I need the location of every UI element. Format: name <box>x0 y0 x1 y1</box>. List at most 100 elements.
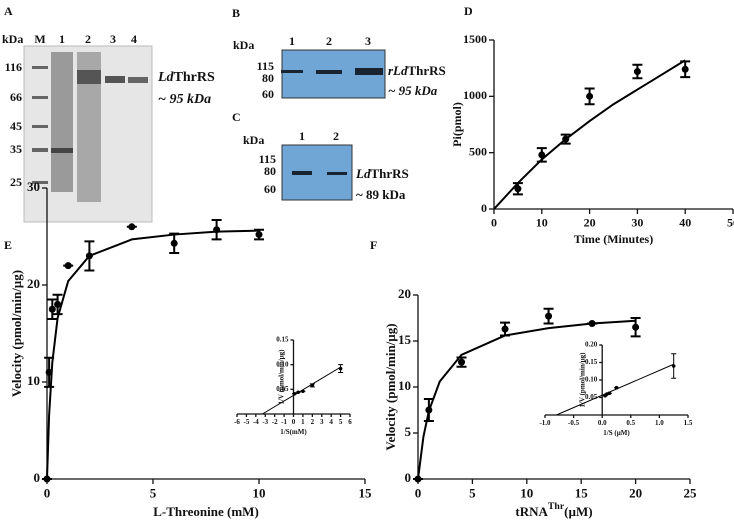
data-point <box>588 320 596 328</box>
x-tick-label: 10 <box>536 215 548 229</box>
panel-label: A <box>4 4 13 18</box>
y-tick-label: 1500 <box>463 32 487 46</box>
fit-line <box>556 363 674 416</box>
protein-prefix: rLd <box>388 63 408 78</box>
y-tick-label: 0 <box>481 201 487 215</box>
chart: F 0 5 10 15 20 25 0 5 10 15 20 tRNAThr(µM) Velocity (… <box>370 238 697 519</box>
y-tick-label: 5 <box>405 424 412 439</box>
data-point <box>458 358 466 366</box>
lane-label: 2 <box>326 34 332 48</box>
y-tick-label: 0.05 <box>585 393 598 401</box>
lane-label: 2 <box>333 129 339 143</box>
x-tick-label: 5 <box>150 485 157 500</box>
panel-label: E <box>4 238 12 252</box>
lane-label: 1 <box>289 34 295 48</box>
protein-name: ThrRS <box>408 63 446 78</box>
x-tick-label: -1 <box>281 418 287 426</box>
marker: 80 <box>264 164 276 178</box>
lane-label: 2 <box>85 32 91 46</box>
marker: 115 <box>257 59 274 73</box>
x-tick-label: 1.5 <box>684 419 693 427</box>
band <box>292 171 312 175</box>
data-point <box>43 475 51 483</box>
y-tick-label: 0.10 <box>276 360 289 368</box>
data-point <box>414 475 422 483</box>
protein-name: ThrRS <box>370 166 408 181</box>
x-tick-label: 0.0 <box>598 419 607 427</box>
x-axis-label: 1/S(mM) <box>280 428 307 436</box>
lane-label: 1 <box>59 32 65 46</box>
x-tick-label: 0 <box>44 485 51 500</box>
data-point <box>310 383 315 388</box>
data-point <box>425 406 433 414</box>
y-axis-label: 1/V (pmol/min/µg) <box>579 352 587 408</box>
x-tick-label: 0 <box>292 418 296 426</box>
x-tick-label: 25 <box>684 485 698 500</box>
data-point <box>607 391 612 396</box>
data-point <box>54 300 62 308</box>
x-tick-label: 5 <box>339 418 343 426</box>
data-point <box>586 92 594 100</box>
gel-c: C kDa 1 2 115 80 60 LdThrRS ~ 89 kDa <box>232 110 409 202</box>
data-point <box>538 151 546 159</box>
data-point <box>255 231 263 239</box>
y-tick-label: 0.15 <box>276 336 289 344</box>
marker: 116 <box>5 60 22 74</box>
x-axis-label-sup: Thr <box>548 501 565 512</box>
x-tick-label: -6 <box>234 418 240 426</box>
x-tick-label: 0 <box>415 485 422 500</box>
x-axis-label-text: 1/S (µM) <box>603 429 630 437</box>
marker: 80 <box>262 71 274 85</box>
x-tick-label: 1 <box>301 418 305 426</box>
x-tick-label: 2 <box>311 418 315 426</box>
lane-label: 3 <box>110 32 116 46</box>
marker: 66 <box>10 90 22 104</box>
gel-b: B kDa 1 2 3 115 80 60 rLdThrRS ~ 95 kDa <box>232 6 446 101</box>
x-axis-label: L-Threonine (mM) <box>153 504 259 519</box>
x-axis-label-text: 1/S(mM) <box>280 428 307 436</box>
panel-label: D <box>464 4 473 18</box>
panel-label: B <box>232 6 240 20</box>
band <box>327 172 347 175</box>
y-tick-label: 20 <box>398 286 411 301</box>
y-tick-label: 0.20 <box>585 341 598 349</box>
x-axis-label-unit: (µM) <box>564 504 592 519</box>
marker: 60 <box>262 87 274 101</box>
fit-line <box>417 319 636 480</box>
x-tick-label: -3 <box>262 418 268 426</box>
data-point <box>681 65 689 73</box>
x-tick-label: 4 <box>329 418 333 426</box>
y-axis-label: Pi(pmol) <box>450 102 464 147</box>
panel-label: F <box>370 238 377 252</box>
data-point <box>338 366 343 371</box>
y-tick-label: 0.05 <box>276 385 289 393</box>
x-tick-label: -2 <box>272 418 278 426</box>
data-point <box>48 305 56 313</box>
y-tick-label: 500 <box>469 144 487 158</box>
data-point <box>45 368 53 376</box>
x-tick-label: 15 <box>359 485 373 500</box>
x-tick-label: 30 <box>631 215 643 229</box>
x-tick-label: 6 <box>348 418 352 426</box>
x-axis-label-text: Time (Minutes) <box>574 232 653 246</box>
y-axis-label: 1/V (pmol/min/µg) <box>278 349 286 405</box>
y-tick-label: 0.15 <box>585 358 598 366</box>
x-tick-label: 20 <box>629 485 642 500</box>
x-tick-label: -5 <box>243 418 249 426</box>
x-tick-label: -1.0 <box>539 419 551 427</box>
chart: -6 -5 -4 -3 -2 -1 0 1 2 3 4 5 6 0.05 0.10 0.15 1/S(mM) 1/… <box>234 336 352 436</box>
x-axis-label: 1/S (µM) <box>603 429 630 437</box>
lane-label: 1 <box>299 129 305 143</box>
protein-size: ~ 95 kDa <box>158 92 211 107</box>
y-axis-label: Velocity (pmol/min/µg) <box>383 323 398 450</box>
protein-name: ThrRS <box>174 70 215 85</box>
x-axis-label: Time (Minutes) <box>574 232 653 246</box>
y-tick-label: 30 <box>27 179 40 194</box>
data-point <box>213 226 221 234</box>
x-tick-label: 0.5 <box>626 419 635 427</box>
x-axis-label-text: L-Threonine (mM) <box>153 504 259 519</box>
data-point <box>292 391 297 396</box>
x-tick-label: -4 <box>253 418 259 426</box>
band <box>316 70 342 74</box>
